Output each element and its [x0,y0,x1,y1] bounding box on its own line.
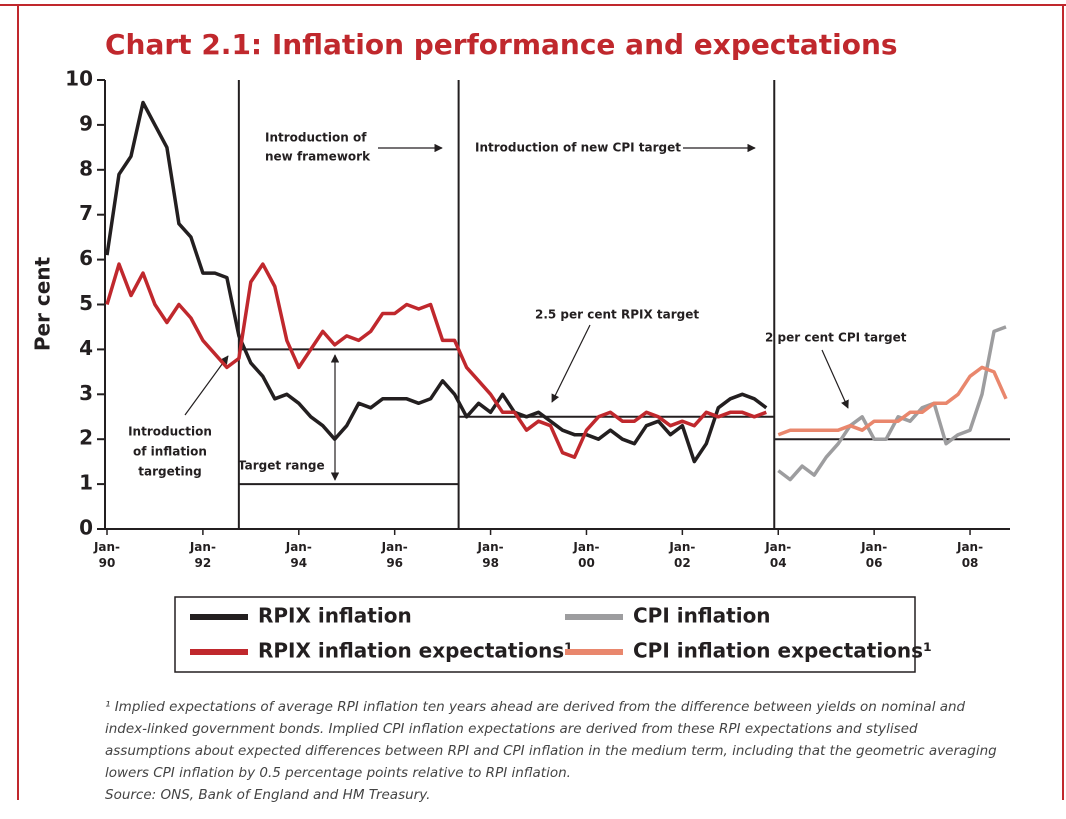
y-axis-label: Per cent [31,256,55,351]
x-tick-label: Jan- 04 [764,540,791,570]
y-tick-label: 6 [79,246,93,270]
y-tick-label: 8 [79,156,93,180]
x-tick-label: Jan- 96 [381,540,408,570]
event-label: Introduction [128,425,212,439]
legend-box [174,596,916,673]
x-tick-label: Jan- 90 [93,540,120,570]
legend-label: CPI inflation expectations¹ [633,639,932,663]
footnote-text: ¹ Implied expectations of average RPI in… [105,699,997,781]
frame [0,4,1066,800]
y-tick-label: 2 [79,426,93,450]
x-tick-label-line: 06 [866,556,883,570]
x-tick-label: Jan- 92 [189,540,216,570]
x-tick-label: Jan- 00 [572,540,599,570]
series-line [777,325,1007,482]
series-line [777,365,1008,437]
target-label: 2.5 per cent RPIX target [535,308,699,322]
x-tick-label-line: 92 [195,556,212,570]
x-tick-label-line: Jan- [668,540,695,554]
chart-title: Chart 2.1: Inflation performance and exp… [105,28,898,61]
event-label: new framework [265,150,371,164]
series-line [105,262,767,459]
x-tick-label-line: Jan- [956,540,983,554]
target-label: Target range [238,459,325,473]
y-tick-label: 7 [79,201,93,225]
x-tick-label-line: Jan- [189,540,216,554]
event-label: Introduction of new CPI target [475,141,681,155]
legend-label: RPIX inflation [258,604,412,628]
x-tick-label: Jan- 06 [860,540,887,570]
y-tick-label: 10 [65,67,93,91]
series-line [105,100,768,464]
y-tick-label: 5 [79,291,93,315]
x-tick-label-line: Jan- [285,540,312,554]
annotation-arrows [184,143,849,481]
x-tick-label-line: 94 [290,556,307,570]
x-tick-label-line: 96 [386,556,403,570]
x-tick-label-line: 08 [962,556,979,570]
y-tick-label: 1 [79,471,93,495]
legend-label: RPIX inflation expectations¹ [258,639,573,663]
x-tick-label: Jan- 02 [668,540,695,570]
x-tick-label-line: 90 [99,556,116,570]
footnote: ¹ Implied expectations of average RPI in… [105,696,1005,806]
legend-label: CPI inflation [633,604,771,628]
x-tick-label-line: Jan- [381,540,408,554]
source: Source: ONS, Bank of England and HM Trea… [105,787,431,803]
y-tick-label: 4 [79,336,93,360]
y-tick-label: 0 [79,516,93,540]
x-tick-label: Jan- 98 [477,540,504,570]
x-tick-label: Jan- 94 [285,540,312,570]
event-label: of inflation [133,445,207,459]
x-tick-label-line: Jan- [572,540,599,554]
event-label: targeting [138,465,201,479]
x-tick-label-line: Jan- [477,540,504,554]
x-tick-label-line: Jan- [764,540,791,554]
x-tick-label-line: Jan- [860,540,887,554]
y-tick-label: 3 [79,381,93,405]
x-tick-label-line: 98 [482,556,499,570]
x-tick-label: Jan- 08 [956,540,983,570]
event-label: Introduction of [265,131,367,145]
x-tick-label-line: 04 [770,556,787,570]
target-label: 2 per cent CPI target [765,331,907,345]
x-tick-label-line: Jan- [93,540,120,554]
x-tick-label-line: 02 [674,556,691,570]
x-tick-label-line: 00 [578,556,595,570]
y-tick-label: 9 [79,111,93,135]
